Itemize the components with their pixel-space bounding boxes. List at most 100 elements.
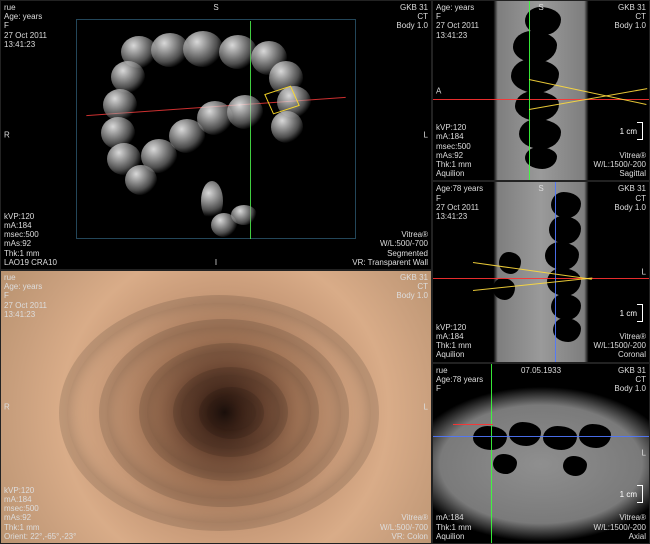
panel-3d-colon[interactable]: S I R L rue Age: years F 27 Oct 2011 13:… — [0, 0, 432, 270]
study-time: 13:41:23 — [4, 310, 47, 319]
site-info-top-right: GKB 31 CT Body 1.0 — [614, 184, 646, 212]
vr-mode: VR: Transparent Wall — [352, 258, 428, 267]
thk: Thk:1 mm — [4, 249, 57, 258]
ma: mA:184 — [4, 495, 76, 504]
patient-info-top-left: Age:78 years F 27 Oct 2011 13:41:23 — [436, 184, 483, 221]
render-info-bottom-right: Vitrea® W/L:1500/-200 Sagittal — [594, 151, 646, 179]
mas: mAs:92 — [4, 239, 57, 248]
mas: mAs:92 — [4, 513, 76, 522]
patient-sex: F — [436, 12, 479, 21]
software: Vitrea® — [594, 332, 646, 341]
sagittal-crosshair[interactable] — [555, 182, 556, 361]
panel-sagittal[interactable]: 1 cm S A Age: years F 27 Oct 2011 13:41:… — [432, 0, 650, 181]
msec: msec:500 — [436, 142, 472, 151]
windowlevel: W/L:500/-700 — [380, 523, 428, 532]
vr-mode: VR: Colon — [380, 532, 428, 541]
panel-axial[interactable]: 1 cm L 07.05.1933 rue Age:78 years F GKB… — [432, 363, 650, 544]
patient-info-top-left: rue Age: years F 27 Oct 2011 13:41:23 — [4, 273, 47, 319]
windowlevel: W/L:500/-700 — [352, 239, 428, 248]
orientation: Orient: 22°,-65°,-23° — [4, 532, 76, 541]
windowlevel: W/L:1500/-200 — [594, 523, 646, 532]
site: GKB 31 — [614, 366, 646, 375]
ma: mA:184 — [436, 513, 472, 522]
software: Vitrea® — [352, 230, 428, 239]
patient-info-top-left: rue Age: years F 27 Oct 2011 13:41:23 — [4, 3, 47, 49]
body-protocol: Body 1.0 — [396, 21, 428, 30]
gas-lumen — [515, 91, 559, 121]
patient-age: Age:78 years — [436, 375, 483, 384]
scale-bar — [642, 304, 643, 322]
sagittal-crosshair[interactable] — [433, 436, 649, 437]
ma: mA:184 — [4, 221, 57, 230]
modality: CT — [396, 12, 428, 21]
patient-sex: F — [436, 194, 483, 203]
body-protocol: Body 1.0 — [396, 291, 428, 300]
kvp: kVP:120 — [4, 486, 76, 495]
scale-label: 1 cm — [620, 490, 637, 499]
gas-lumen — [563, 456, 587, 476]
ma: mA:184 — [436, 332, 472, 341]
acq-info-bottom-left: mA:184 Thk:1 mm Aquilion — [436, 513, 472, 541]
patient-name: rue — [4, 3, 47, 12]
study-date: 27 Oct 2011 — [436, 21, 479, 30]
study-date: 27 Oct 2011 — [4, 301, 47, 310]
gas-lumen — [511, 59, 559, 93]
site: GKB 31 — [614, 184, 646, 193]
modality: CT — [614, 12, 646, 21]
panel-coronal[interactable]: 1 cm S L Age:78 years F 27 Oct 2011 13:4… — [432, 181, 650, 362]
modality: CT — [396, 282, 428, 291]
thk: Thk:1 mm — [436, 160, 472, 169]
coronal-crosshair[interactable] — [491, 364, 492, 543]
thk: Thk:1 mm — [436, 523, 472, 532]
scanner: Aquilion — [436, 532, 472, 541]
study-time: 13:41:23 — [436, 31, 479, 40]
scale-bar — [642, 485, 643, 503]
scale-label: 1 cm — [620, 309, 637, 318]
msec: msec:500 — [4, 504, 76, 513]
acq-info-bottom-left: kVP:120 mA:184 Thk:1 mm Aquilion — [436, 323, 472, 360]
patient-info-top-left: rue Age:78 years F — [436, 366, 483, 394]
patient-name: rue — [4, 273, 47, 282]
plane-label: Axial — [594, 532, 646, 541]
axial-crosshair[interactable] — [433, 99, 649, 100]
software: Vitrea® — [380, 513, 428, 522]
patient-age: Age: years — [4, 12, 47, 21]
scanner: Aquilion — [436, 169, 472, 178]
patient-info-top-left: Age: years F 27 Oct 2011 13:41:23 — [436, 3, 479, 40]
study-date: 27 Oct 2011 — [436, 203, 483, 212]
coronal-crosshair[interactable] — [529, 1, 530, 180]
plane-label: Sagittal — [594, 169, 646, 178]
software: Vitrea® — [594, 513, 646, 522]
panel-endoluminal[interactable]: R L rue Age: years F 27 Oct 2011 13:41:2… — [0, 270, 432, 544]
body-protocol: Body 1.0 — [614, 203, 646, 212]
patient-age: Age: years — [4, 282, 47, 291]
modality: CT — [614, 194, 646, 203]
orientation-inferior: I — [215, 258, 217, 267]
dob: 07.05.1933 — [521, 366, 561, 375]
site: GKB 31 — [614, 3, 646, 12]
orientation-left: L — [642, 449, 646, 458]
view-angle: LAO19 CRA10 — [4, 258, 57, 267]
site-info-top-right: GKB 31 CT Body 1.0 — [396, 3, 428, 31]
orientation-cube — [76, 19, 356, 239]
haustral-fold — [199, 387, 264, 439]
coronal-reference-plane — [250, 21, 251, 239]
render-info-bottom-right: Vitrea® W/L:1500/-200 Axial — [594, 513, 646, 541]
site-info-top-right: GKB 31 CT Body 1.0 — [614, 366, 646, 394]
gas-lumen — [473, 426, 507, 450]
gas-lumen — [493, 454, 517, 474]
processing: Segmented — [352, 249, 428, 258]
software: Vitrea® — [594, 151, 646, 160]
axial-crosshair[interactable] — [433, 278, 649, 279]
gas-lumen — [519, 119, 561, 149]
orientation-left: L — [424, 131, 428, 140]
orientation-left: L — [642, 267, 646, 276]
patient-age: Age: years — [436, 3, 479, 12]
study-time: 13:41:23 — [436, 212, 483, 221]
orientation-anterior: A — [436, 86, 441, 95]
windowlevel: W/L:1500/-200 — [594, 341, 646, 350]
body-protocol: Body 1.0 — [614, 384, 646, 393]
render-info-bottom-right: Vitrea® W/L:500/-700 Segmented VR: Trans… — [352, 230, 428, 267]
site: GKB 31 — [396, 3, 428, 12]
scale-bar — [642, 122, 643, 140]
